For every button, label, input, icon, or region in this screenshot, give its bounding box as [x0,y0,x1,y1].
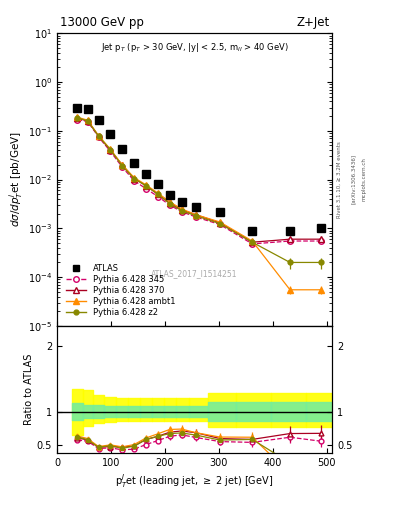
ATLAS [218,208,222,215]
Line: ATLAS: ATLAS [73,104,325,234]
Text: 13000 GeV pp: 13000 GeV pp [60,16,143,29]
ATLAS [108,131,113,137]
ATLAS [120,145,125,152]
ATLAS [288,227,292,233]
ATLAS [132,160,136,166]
Text: Jet p$_T$ (p$_T$ > 30 GeV, |y| < 2.5, m$_{ll}$ > 40 GeV): Jet p$_T$ (p$_T$ > 30 GeV, |y| < 2.5, m$… [101,40,288,54]
Text: Rivet 3.1.10, ≥ 3.2M events: Rivet 3.1.10, ≥ 3.2M events [337,141,342,218]
Y-axis label: Ratio to ATLAS: Ratio to ATLAS [24,354,34,425]
ATLAS [194,203,198,209]
Text: Z+Jet: Z+Jet [296,16,329,29]
ATLAS [319,225,324,231]
ATLAS [96,117,101,123]
X-axis label: p$_T^J$et (leading jet, $\geq$ 2 jet) [GeV]: p$_T^J$et (leading jet, $\geq$ 2 jet) [G… [116,472,274,490]
ATLAS [85,106,90,112]
ATLAS [156,181,160,187]
ATLAS [75,104,80,111]
Legend: ATLAS, Pythia 6.428 345, Pythia 6.428 370, Pythia 6.428 ambt1, Pythia 6.428 z2: ATLAS, Pythia 6.428 345, Pythia 6.428 37… [64,262,177,319]
Text: [arXiv:1306.3436]: [arXiv:1306.3436] [351,154,356,204]
ATLAS [250,227,255,233]
ATLAS [143,171,148,177]
ATLAS [179,199,184,205]
Text: mcplots.cern.ch: mcplots.cern.ch [362,157,367,201]
ATLAS [167,192,172,198]
Text: ATLAS_2017_I1514251: ATLAS_2017_I1514251 [151,269,238,278]
Y-axis label: $d\sigma/dp_T^j$et [pb/GeV]: $d\sigma/dp_T^j$et [pb/GeV] [7,132,25,227]
